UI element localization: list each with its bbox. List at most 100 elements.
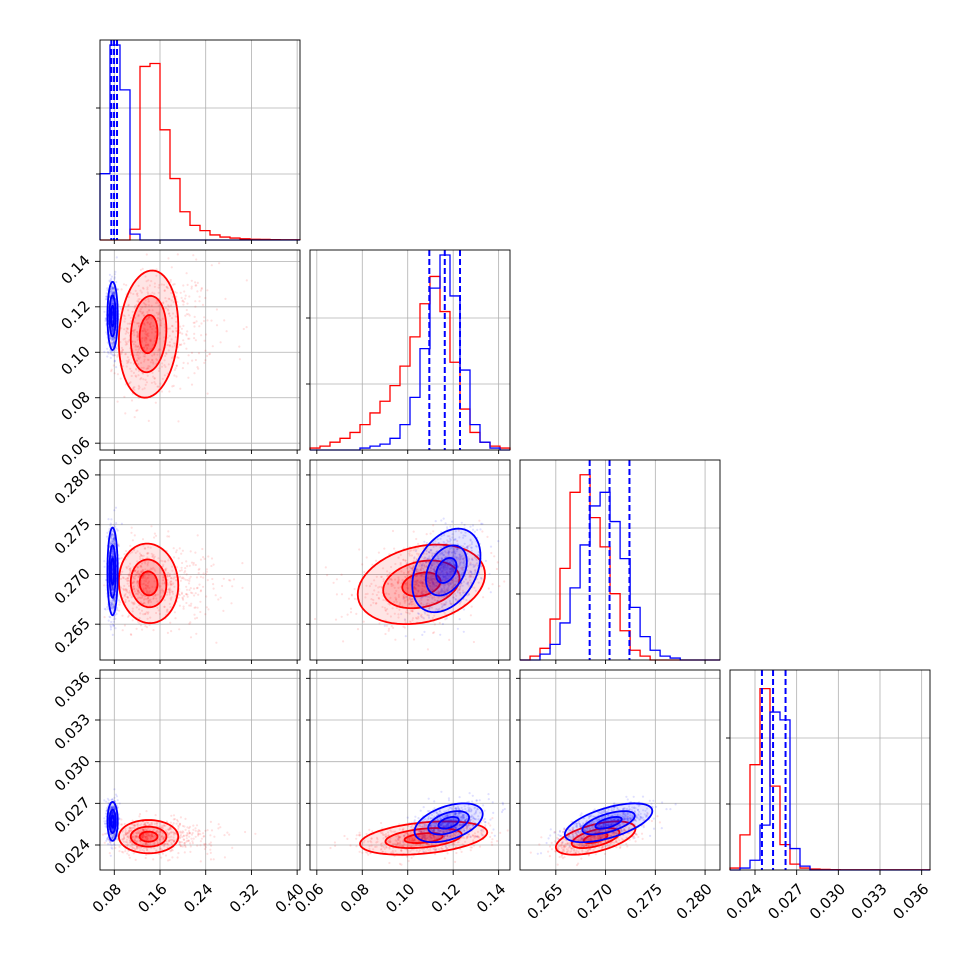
contour-red (138, 314, 159, 355)
density-fill-blue (564, 803, 653, 843)
contour-blue (435, 557, 458, 584)
x-axis-0: 0.08 0.16 0.24 0.32 0.40 (89, 870, 308, 916)
density-fill-red (357, 544, 485, 625)
panel-frame (99, 669, 301, 871)
x-tick-label: 0.24 (180, 880, 216, 916)
histogram-panel-3 (726, 669, 931, 871)
x-tick-label: 0.036 (889, 880, 932, 923)
scatter-panel-0-3 (99, 669, 301, 871)
grid-lines (310, 670, 510, 870)
contour-blue (108, 808, 117, 834)
density-fill-blue (595, 816, 622, 829)
x-tick-label: 0.280 (673, 880, 716, 923)
panel-frame (729, 669, 931, 871)
scatter-panel-0-2 (99, 459, 301, 661)
density-fill-red (118, 270, 179, 398)
histogram-blue (520, 491, 720, 661)
panel-frame (309, 669, 511, 871)
grid-lines (100, 250, 300, 450)
y-tick-label: 0.280 (51, 465, 94, 508)
histogram-blue (99, 44, 300, 241)
contour-red (129, 295, 168, 374)
density-fill-red (385, 828, 462, 849)
scatter-panel-0-1 (99, 249, 301, 451)
panel-frame (519, 459, 721, 661)
contour-blue (110, 557, 116, 586)
contour-blue (110, 304, 116, 328)
x-tick-label: 0.08 (89, 880, 125, 916)
density-fill-red (583, 833, 608, 844)
contour-red (554, 820, 637, 856)
x-tick-label: 0.16 (134, 880, 170, 916)
contour-red (129, 558, 168, 609)
contour-blue (110, 814, 116, 829)
contour-blue (594, 816, 623, 830)
contour-blue (437, 816, 460, 830)
panel-frame (99, 39, 301, 241)
panel-frame (309, 249, 511, 451)
y-axis-2: 0.265 0.270 0.275 0.280 (51, 465, 100, 657)
y-tick-label: 0.033 (51, 710, 94, 753)
grid-lines (520, 670, 720, 870)
x-tick-label: 0.265 (523, 880, 566, 923)
density-fill-red (130, 559, 167, 608)
histogram-panel-0 (96, 39, 301, 241)
x-tick-label: 0.027 (764, 880, 807, 923)
contour-blue (411, 527, 482, 614)
density-fill-blue (436, 557, 457, 583)
histogram-blue (310, 254, 510, 451)
contour-red (382, 559, 461, 610)
y-tick-label: 0.10 (57, 342, 93, 378)
density-fill-red (139, 571, 158, 596)
grid-lines (100, 670, 300, 870)
contour-blue (425, 544, 468, 597)
contour-blue (106, 526, 119, 617)
x-axis-1: 0.06 0.08 0.10 0.12 0.14 (291, 870, 509, 916)
y-tick-label: 0.14 (57, 251, 93, 287)
contour-red (138, 830, 159, 843)
y-tick-label: 0.027 (51, 793, 94, 836)
contour-red (138, 570, 159, 597)
contour-red (129, 825, 168, 848)
density-fill-red (118, 820, 179, 854)
x-tick-label: 0.270 (573, 880, 616, 923)
density-fill-red (139, 831, 158, 842)
density-fill-red (130, 826, 167, 847)
y-tick-label: 0.265 (51, 614, 94, 657)
contour-blue (106, 280, 119, 351)
x-tick-label: 0.275 (623, 880, 666, 923)
x-tick-label: 0.030 (806, 880, 849, 923)
scatter-points-red (109, 253, 248, 423)
contour-blue (413, 802, 484, 844)
contour-blue (427, 810, 470, 836)
y-tick-label: 0.036 (51, 668, 94, 711)
density-fill-blue (109, 295, 116, 337)
y-tick-label: 0.06 (57, 433, 93, 469)
scatter-panel-1-2 (309, 459, 511, 661)
contour-blue (106, 801, 119, 842)
y-tick-label: 0.12 (57, 297, 93, 333)
density-fill-blue (109, 545, 116, 598)
contour-blue (563, 802, 654, 844)
contour-red (117, 819, 180, 855)
y-tick-label: 0.08 (57, 388, 93, 424)
density-fill-red (139, 315, 158, 354)
panel-frame (99, 249, 301, 451)
x-tick-label: 0.32 (226, 880, 262, 916)
y-tick-label: 0.275 (51, 515, 94, 558)
panel-frame (99, 459, 301, 661)
x-tick-label: 0.12 (428, 880, 464, 916)
x-tick-label: 0.14 (473, 880, 509, 916)
density-fill-red (130, 295, 167, 373)
scatter-panel-2-3 (519, 669, 721, 871)
x-tick-label: 0.033 (848, 880, 891, 923)
density-fill-red (118, 543, 179, 624)
density-fill-blue (425, 545, 467, 596)
grid-lines (310, 250, 510, 450)
x-tick-label: 0.024 (723, 880, 766, 923)
contour-blue (581, 810, 636, 836)
histogram-red (520, 474, 720, 661)
panel-frame (519, 669, 721, 871)
density-fill-blue (582, 811, 635, 835)
